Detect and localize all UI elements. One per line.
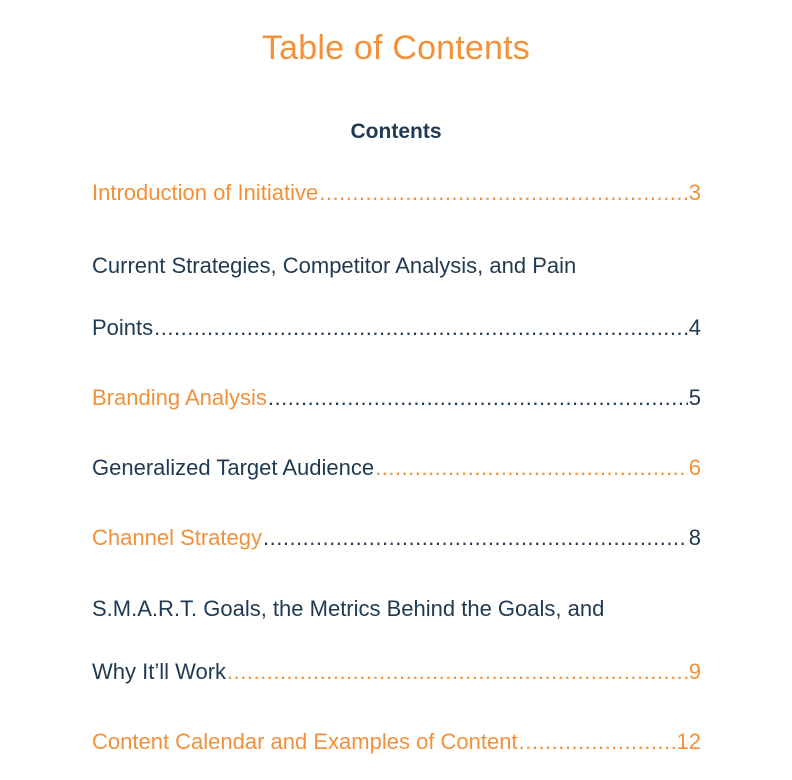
toc-page-number: 12: [676, 729, 701, 754]
dot-leader: [263, 521, 688, 555]
dot-leader: [154, 311, 688, 345]
toc-entry-title: Channel Strategy: [92, 525, 262, 550]
toc-entry-title-continued: Points: [92, 315, 154, 340]
toc-entry-title: Content Calendar and Examples of Content: [92, 729, 518, 754]
toc-entry-channel-strategy[interactable]: Channel Strategy 8: [92, 521, 701, 555]
toc-entry-title: Generalized Target Audience: [92, 455, 375, 480]
toc-entry-introduction[interactable]: Introduction of Initiative 3: [92, 176, 701, 210]
dot-leader: [375, 451, 688, 485]
toc-entry-current-strategies-continued[interactable]: Points 4: [92, 311, 701, 345]
toc-entry-target-audience[interactable]: Generalized Target Audience 6: [92, 451, 701, 485]
toc-entry-title: Current Strategies, Competitor Analysis,…: [92, 253, 577, 278]
toc-page-number: 4: [688, 315, 701, 340]
toc-page-number: 5: [688, 385, 701, 410]
toc-entry-content-calendar[interactable]: Content Calendar and Examples of Content…: [92, 725, 701, 759]
toc-entry-title: S.M.A.R.T. Goals, the Metrics Behind the…: [92, 596, 605, 621]
dot-leader: [319, 176, 688, 210]
toc-entry-title: Introduction of Initiative: [92, 180, 319, 205]
dot-leader: [519, 725, 676, 759]
dot-leader: [227, 655, 688, 689]
toc-page-number: 3: [688, 180, 701, 205]
toc-entry-branding-analysis[interactable]: Branding Analysis 5: [92, 381, 701, 415]
toc-entry-smart-goals-continued[interactable]: Why It’ll Work 9: [92, 655, 701, 689]
toc-page-number: 9: [688, 659, 701, 684]
dot-leader: [268, 381, 688, 415]
toc-entry-title: Branding Analysis: [92, 385, 267, 410]
toc-entry-smart-goals[interactable]: S.M.A.R.T. Goals, the Metrics Behind the…: [92, 592, 701, 626]
contents-heading: Contents: [350, 120, 442, 143]
page-title: Table of Contents: [261, 29, 530, 67]
toc-entry-current-strategies[interactable]: Current Strategies, Competitor Analysis,…: [92, 249, 701, 283]
toc-page-number: 8: [688, 525, 701, 550]
toc-entry-title-continued: Why It’ll Work: [92, 659, 227, 684]
toc-page-number: 6: [688, 455, 701, 480]
